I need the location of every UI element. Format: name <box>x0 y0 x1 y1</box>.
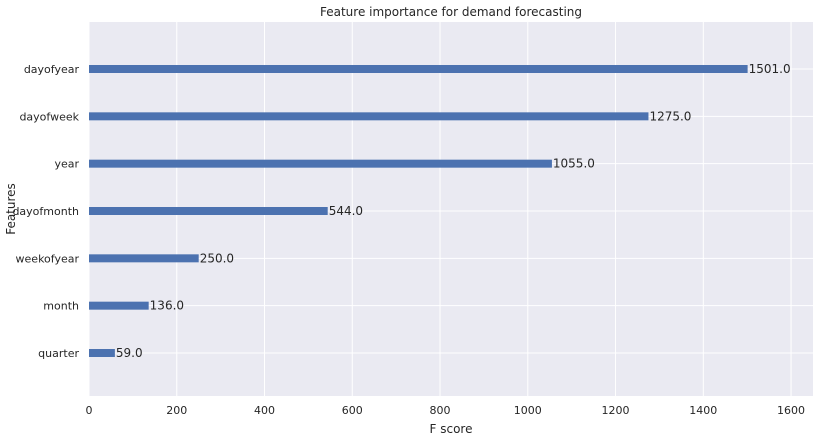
bars <box>89 65 748 357</box>
y-tick-label: quarter <box>38 347 79 360</box>
x-tick-label: 1600 <box>777 404 805 417</box>
data-label: 1501.0 <box>749 62 791 76</box>
x-tick-labels: 0 200 400 600 800 1000 1200 1400 1600 <box>86 404 806 417</box>
x-tick-label: 400 <box>254 404 275 417</box>
y-tick-label: weekofyear <box>16 252 80 265</box>
y-tick-label: dayofmonth <box>12 205 79 218</box>
bar <box>89 159 552 168</box>
y-axis-title: Features <box>4 183 18 235</box>
bar <box>89 112 649 121</box>
data-labels: 1501.0 1275.0 1055.0 544.0 250.0 136.0 59.0 <box>116 62 791 360</box>
x-tick-label: 800 <box>430 404 451 417</box>
chart-title: Feature importance for demand forecastin… <box>320 5 582 19</box>
bar <box>89 207 328 215</box>
y-tick-label: year <box>54 158 79 171</box>
data-label: 544.0 <box>329 204 363 218</box>
x-tick-label: 1000 <box>514 404 542 417</box>
bar <box>89 349 115 357</box>
x-tick-label: 200 <box>166 404 187 417</box>
data-label: 250.0 <box>200 251 234 265</box>
x-tick-label: 1200 <box>602 404 630 417</box>
y-tick-label: dayofyear <box>24 63 80 76</box>
x-axis-title: F score <box>430 422 473 436</box>
y-tick-labels: dayofyear dayofweek year dayofmonth weekofye… <box>12 63 79 360</box>
bar <box>89 301 149 310</box>
y-tick-label: dayofweek <box>19 110 79 123</box>
bar <box>89 254 199 263</box>
bar <box>89 65 748 73</box>
data-label: 1055.0 <box>553 157 595 171</box>
x-tick-label: 1400 <box>689 404 717 417</box>
y-tick-label: month <box>43 300 79 313</box>
x-tick-label: 0 <box>86 404 93 417</box>
data-label: 136.0 <box>150 299 184 313</box>
data-label: 59.0 <box>116 346 143 360</box>
data-label: 1275.0 <box>649 109 691 123</box>
x-tick-label: 600 <box>342 404 363 417</box>
